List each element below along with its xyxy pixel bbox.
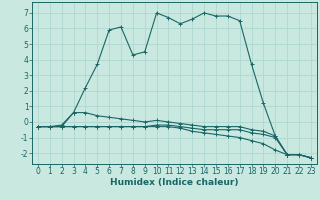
X-axis label: Humidex (Indice chaleur): Humidex (Indice chaleur) xyxy=(110,178,239,187)
